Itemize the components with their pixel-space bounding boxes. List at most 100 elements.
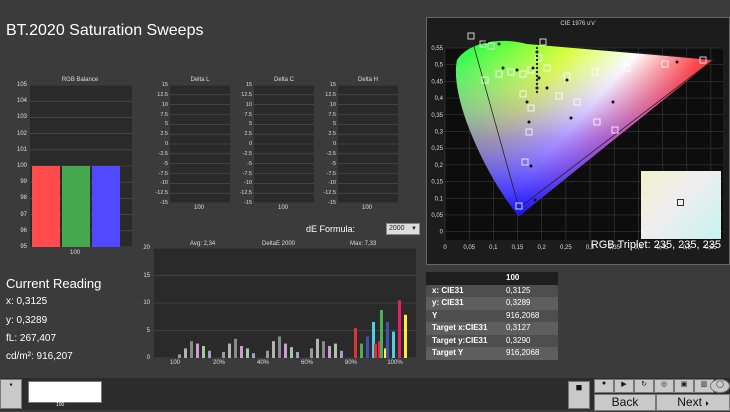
deltae-bar <box>272 341 275 358</box>
y-tick-label: 95 <box>20 244 27 250</box>
y-tick-label: 15 <box>161 82 168 88</box>
target-point <box>515 202 523 210</box>
deltae-bar <box>340 350 343 358</box>
table-row: Y 916,2068 <box>426 309 558 322</box>
y-tick-label: 102 <box>16 130 27 137</box>
deltae-bar <box>322 341 325 358</box>
measured-point <box>545 86 549 90</box>
measured-point <box>535 46 539 50</box>
measured-point <box>535 62 539 66</box>
row-label: x: CIE31 <box>432 285 464 295</box>
y-tick-label: -5 <box>247 160 252 167</box>
measured-point <box>675 60 679 64</box>
y-tick-label: 101 <box>16 146 27 153</box>
chevron-down-icon: ▼ <box>411 226 417 232</box>
table-row: Target Y 916,2068 <box>426 347 558 360</box>
target-point <box>481 76 489 84</box>
deltae-bar <box>366 336 369 358</box>
options-button[interactable]: ◎ <box>654 379 674 393</box>
y-tick-label: 103 <box>16 114 27 121</box>
target-point <box>611 126 619 134</box>
target-point <box>467 32 475 40</box>
target-point <box>521 158 529 166</box>
y-tick-label: 12.5 <box>157 91 168 98</box>
loop-button[interactable]: ↻ <box>634 379 654 393</box>
y-tick-label: 7.5 <box>244 111 252 118</box>
deltae-bar <box>360 343 363 358</box>
target-point <box>573 98 581 106</box>
menu-button[interactable]: ▪ <box>0 379 22 409</box>
y-tick-label: -5 <box>163 160 168 167</box>
y-tick-label: -2.5 <box>326 150 336 157</box>
de-formula-select[interactable]: 2000 ▼ <box>386 223 420 235</box>
target-point <box>527 66 535 74</box>
delta-x-label: 100 <box>362 205 373 211</box>
y-tick-label: -10 <box>244 180 252 187</box>
delete-button[interactable]: ▥ <box>694 379 714 393</box>
measured-point <box>535 82 539 86</box>
x-tick-label: 60% <box>300 360 313 366</box>
rgb-triplet: RGB Triplet: 235, 235, 235 <box>590 239 721 251</box>
delta-panel-title: Delta L <box>190 77 210 83</box>
measured-point <box>535 90 539 94</box>
x-tick-label: 20% <box>212 360 225 366</box>
x-tick-label: 0,3 <box>586 245 595 251</box>
measured-point <box>535 70 539 74</box>
measured-point <box>485 40 489 44</box>
y-tick-label: 2.5 <box>160 131 168 138</box>
target-point <box>479 40 487 48</box>
row-label: Target x:CIE31 <box>432 323 488 332</box>
measured-point <box>569 116 573 120</box>
deltae-bar <box>178 354 181 358</box>
play-button[interactable]: ▶ <box>614 379 634 393</box>
target-point <box>487 42 495 50</box>
de-formula-label: dE Formula: <box>306 224 356 234</box>
target-marker <box>677 199 684 206</box>
deltae-chart <box>154 247 416 359</box>
y-tick-label: 0,35 <box>431 113 443 119</box>
next-button[interactable]: Next ⏵ <box>656 394 730 411</box>
save-button[interactable]: ▣ <box>674 379 694 393</box>
y-tick-label: 7.5 <box>160 111 168 118</box>
delta-x-label: 100 <box>278 205 289 211</box>
deltae-bar <box>384 348 387 358</box>
rgb-balance-svg <box>30 84 132 248</box>
deltae-bar <box>328 346 331 358</box>
x-tick-label: 40% <box>256 360 269 366</box>
deltae-bar <box>202 346 205 358</box>
delta-panel-title: Delta H <box>357 77 378 83</box>
measured-point <box>535 74 539 78</box>
circle-icon: ◯ <box>716 381 724 388</box>
row-value: 0,3290 <box>506 335 531 345</box>
deltae-max: Max: 7,33 <box>350 241 377 247</box>
bar-green <box>62 166 90 247</box>
target-point <box>699 56 707 64</box>
delta-panel-title: Delta C <box>273 77 294 83</box>
reading-cdm2: cd/m²: 916,207 <box>6 351 73 362</box>
reading-x: x: 0,3125 <box>6 296 48 307</box>
y-tick-label: -5 <box>331 160 336 167</box>
table-header: 100 <box>506 273 520 282</box>
y-tick-label: 2.5 <box>328 131 336 138</box>
measured-point <box>525 100 529 104</box>
back-button[interactable]: Back <box>594 394 656 411</box>
row-value: 916,2068 <box>506 310 540 320</box>
target-point <box>591 68 599 76</box>
deltae-bar <box>392 331 395 358</box>
deltae-bar <box>222 352 225 358</box>
circle-button[interactable]: ◯ <box>710 379 730 393</box>
y-tick-label: -15 <box>160 200 168 206</box>
y-tick-label: 5 <box>146 327 150 334</box>
measured-point <box>535 54 539 58</box>
x-tick-label: 0 <box>443 245 447 251</box>
y-tick-label: 0 <box>164 141 168 147</box>
color-patch-100[interactable] <box>28 381 102 403</box>
stop-button[interactable]: ■ <box>568 381 590 409</box>
deltae-bar <box>386 322 389 358</box>
record-button[interactable]: ● <box>594 379 614 393</box>
y-tick-label: 10 <box>329 101 336 108</box>
measured-point <box>527 120 531 124</box>
x-tick-label: 0,35 <box>608 245 620 251</box>
y-tick-label: -10 <box>160 180 168 187</box>
delta-panel-chart <box>254 84 314 204</box>
